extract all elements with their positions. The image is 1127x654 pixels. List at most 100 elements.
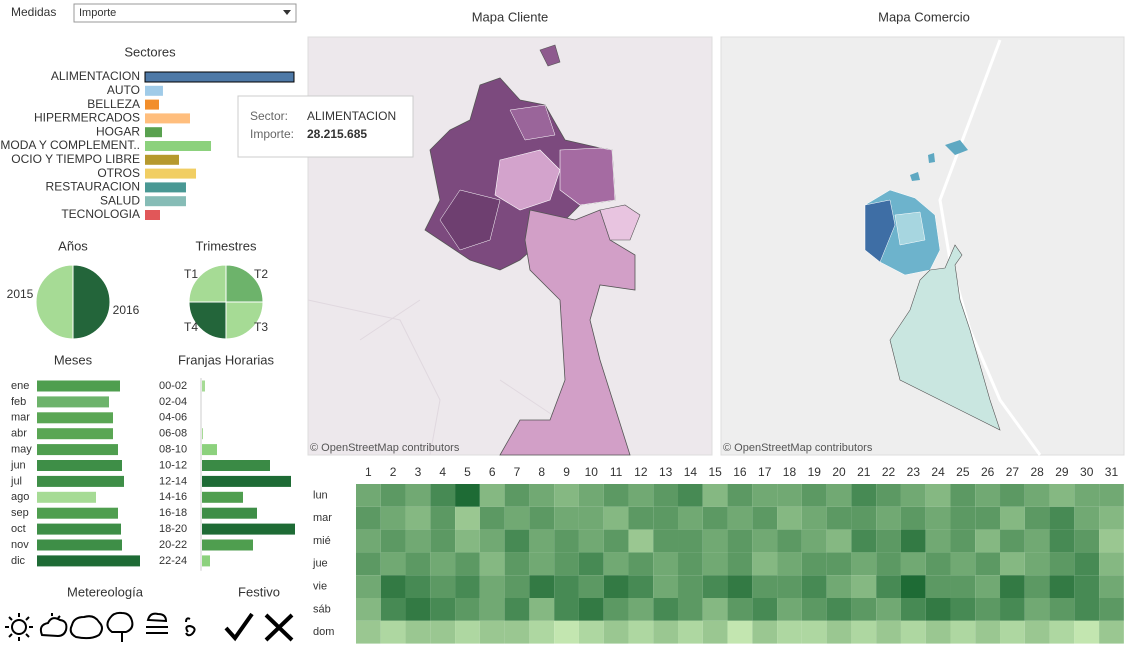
heat-cell bbox=[678, 552, 703, 576]
heat-cell bbox=[356, 575, 381, 598]
heat-cell bbox=[1000, 484, 1025, 507]
heat-cell bbox=[380, 620, 406, 644]
category-label: HOGAR bbox=[96, 124, 140, 138]
heat-cell bbox=[702, 529, 728, 553]
heat-cell bbox=[876, 506, 901, 530]
heat-cell bbox=[1000, 552, 1025, 576]
heat-cell bbox=[504, 484, 530, 507]
category-label: 18-20 bbox=[159, 523, 187, 535]
column-label: 31 bbox=[1105, 465, 1119, 479]
heat-cell bbox=[975, 620, 1001, 644]
row-label: dom bbox=[313, 626, 334, 638]
heat-cell bbox=[554, 552, 579, 576]
heat-cell bbox=[777, 529, 802, 553]
column-label: 5 bbox=[464, 465, 471, 479]
heat-cell bbox=[752, 598, 778, 621]
map-comercio[interactable]: © OpenStreetMap contributors bbox=[720, 36, 1125, 456]
measure-dropdown[interactable] bbox=[73, 3, 297, 23]
heat-cell bbox=[405, 620, 431, 644]
pie-label: 2015 bbox=[7, 287, 34, 301]
bar bbox=[37, 396, 109, 408]
heat-cell bbox=[950, 620, 976, 644]
bar bbox=[202, 491, 243, 503]
heat-cell bbox=[801, 620, 827, 644]
heat-cell bbox=[678, 529, 703, 553]
dropdown-arrow bbox=[283, 10, 291, 15]
heat-cell bbox=[851, 529, 877, 553]
heat-cell bbox=[1099, 598, 1124, 621]
heat-cell bbox=[876, 529, 901, 553]
column-label: 27 bbox=[1006, 465, 1020, 479]
heat-cell bbox=[1099, 620, 1124, 644]
heat-cell bbox=[578, 575, 604, 598]
heat-cell bbox=[430, 620, 456, 644]
column-label: 1 bbox=[365, 465, 372, 479]
heat-cell bbox=[455, 484, 480, 507]
heat-cell bbox=[1000, 575, 1025, 598]
bar bbox=[202, 539, 253, 551]
heat-cell bbox=[826, 620, 852, 644]
category-label: 10-12 bbox=[159, 459, 187, 471]
heat-cell bbox=[900, 529, 926, 553]
holiday-icons[interactable] bbox=[224, 612, 294, 642]
heat-cell bbox=[1000, 620, 1025, 644]
column-label: 17 bbox=[758, 465, 772, 479]
heat-cell bbox=[529, 575, 555, 598]
heat-cell bbox=[975, 529, 1001, 553]
weather-icons[interactable] bbox=[5, 611, 196, 642]
heat-cell bbox=[1074, 598, 1100, 621]
heat-cell bbox=[702, 598, 728, 621]
heat-cell bbox=[678, 484, 703, 507]
column-label: 8 bbox=[538, 465, 545, 479]
heat-cell bbox=[628, 529, 654, 553]
category-label: mar bbox=[11, 412, 30, 424]
heat-cell bbox=[702, 575, 728, 598]
pie-slice bbox=[72, 264, 111, 340]
heat-cell bbox=[826, 529, 852, 553]
pie-slice bbox=[225, 264, 264, 303]
heat-cell bbox=[925, 529, 951, 553]
heat-cell bbox=[876, 484, 901, 507]
heat-cell bbox=[1024, 484, 1050, 507]
heat-cell bbox=[430, 575, 456, 598]
bar bbox=[202, 428, 203, 440]
heat-cell bbox=[529, 506, 555, 530]
heat-cell bbox=[950, 484, 976, 507]
heat-cell bbox=[702, 552, 728, 576]
heat-cell bbox=[801, 506, 827, 530]
heat-cell bbox=[405, 484, 431, 507]
category-label: AUTO bbox=[107, 83, 140, 97]
bar bbox=[145, 113, 190, 124]
heat-cell bbox=[603, 529, 629, 553]
heat-cell bbox=[479, 620, 505, 644]
heat-cell bbox=[430, 598, 456, 621]
row-label: sáb bbox=[313, 603, 331, 615]
chart-title: Trimestres bbox=[196, 238, 257, 253]
heat-cell bbox=[777, 506, 802, 530]
bar bbox=[145, 210, 160, 220]
heat-cell bbox=[1000, 598, 1025, 621]
column-label: 22 bbox=[882, 465, 896, 479]
bar bbox=[144, 71, 295, 83]
bar bbox=[202, 475, 291, 487]
pie-slice bbox=[188, 301, 227, 340]
heat-cell bbox=[455, 506, 480, 530]
heat-cell bbox=[603, 620, 629, 644]
heat-cell bbox=[1074, 506, 1100, 530]
heat-cell bbox=[455, 552, 480, 576]
bar bbox=[145, 168, 197, 179]
map-attribution: © OpenStreetMap contributors bbox=[723, 442, 873, 454]
heat-cell bbox=[405, 506, 431, 530]
bar bbox=[37, 444, 118, 456]
category-label: TECNOLOGIA bbox=[61, 207, 140, 221]
category-label: ago bbox=[11, 491, 29, 503]
category-label: 20-22 bbox=[159, 539, 187, 551]
heat-cell bbox=[1074, 529, 1100, 553]
heat-cell bbox=[628, 506, 654, 530]
row-label: lun bbox=[313, 489, 328, 501]
heat-cell bbox=[1074, 484, 1100, 507]
heat-cell bbox=[752, 506, 778, 530]
heat-cell bbox=[653, 620, 679, 644]
heat-cell bbox=[356, 620, 381, 644]
